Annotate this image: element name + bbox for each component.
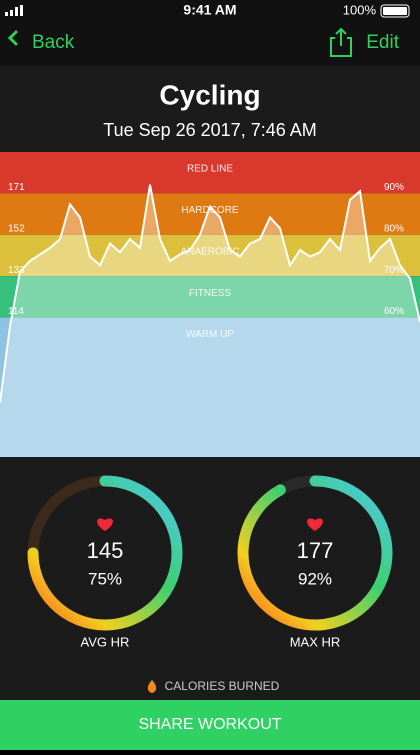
flame-icon (147, 680, 157, 693)
battery-icon (380, 4, 410, 18)
signal-icon (5, 5, 23, 16)
zone-band (0, 152, 420, 194)
summary: 145 75% AVG HR 177 92% MAX HR (27, 475, 393, 649)
back-button[interactable]: Back (32, 32, 75, 53)
y-tick-label: 114 (8, 306, 24, 317)
zone-label: FITNESS (189, 288, 232, 299)
back-chevron[interactable] (7, 30, 18, 46)
ring-arc (27, 475, 183, 631)
zone-label: ANAEROBIC (181, 246, 240, 257)
y-tick-label: 133 (8, 265, 25, 276)
hr-chart: RED LINE HARDCORE ANAEROBIC FITNESS WARM UP 1… (0, 152, 420, 457)
zone-band (0, 276, 420, 318)
y-tick-label: 152 (8, 223, 25, 234)
hr-value: 145 (87, 538, 124, 563)
edit-button[interactable]: Edit (366, 32, 399, 53)
share-workout-button[interactable] (0, 700, 420, 750)
ring-label: MAX HR (290, 634, 341, 649)
calories-label: CALORIES BURNED (165, 679, 280, 693)
heart-icon (307, 518, 323, 531)
y2-tick-label: 70% (384, 265, 404, 276)
y2-tick-label: 60% (384, 306, 404, 317)
y-tick-label: 171 (8, 182, 25, 193)
battery-percent: 100% (343, 2, 377, 17)
ring-arc (237, 475, 393, 631)
share-button[interactable] (330, 27, 352, 57)
battery-fill (383, 7, 407, 15)
status-time: 9:41 AM (183, 2, 236, 18)
zone-label: HARDCORE (181, 205, 239, 216)
zone-label: RED LINE (187, 164, 233, 175)
hr-percent: 92% (298, 569, 332, 588)
zone-label: WARM UP (186, 329, 234, 340)
hr-value: 177 (297, 538, 334, 563)
share-workout-label[interactable]: SHARE WORKOUT (138, 716, 281, 733)
heart-icon (97, 518, 113, 531)
hr-line (0, 184, 420, 403)
y2-tick-label: 90% (384, 182, 404, 193)
zone-band (0, 234, 420, 277)
hr-area (0, 184, 420, 457)
y2-tick-label: 80% (384, 223, 404, 234)
hr-percent: 75% (88, 569, 122, 588)
workout-date: Tue Sep 26 2017, 7:46 AM (103, 120, 317, 140)
workout-title: Cycling (159, 79, 260, 110)
ring-label: AVG HR (81, 634, 130, 649)
zone-band (0, 317, 420, 457)
